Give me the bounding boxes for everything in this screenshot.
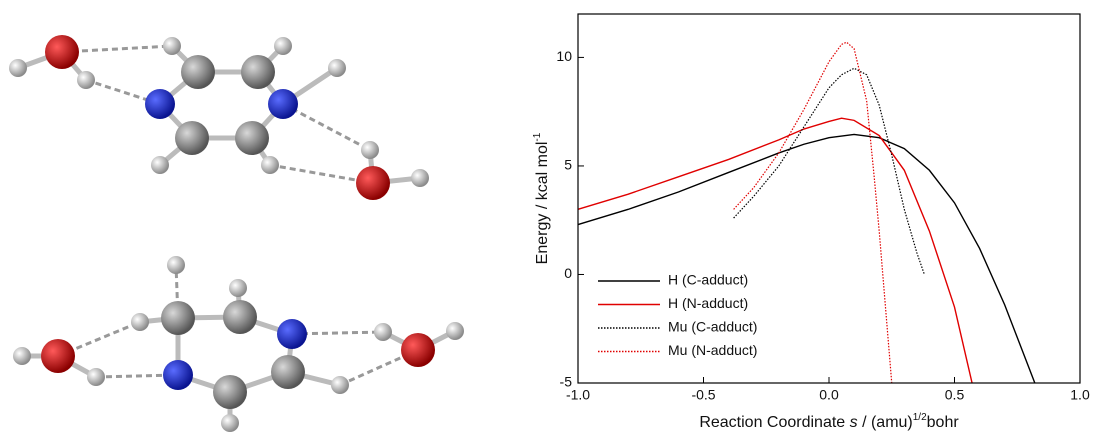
atom xyxy=(235,121,269,155)
atom xyxy=(271,355,305,389)
atom xyxy=(261,156,279,174)
atom xyxy=(221,414,239,432)
x-tick-label: 1.0 xyxy=(1070,387,1090,403)
atom xyxy=(145,89,175,119)
y-tick-label: 5 xyxy=(564,157,572,173)
atom xyxy=(175,121,209,155)
x-axis-label-part: 1/2 xyxy=(913,412,927,423)
atom xyxy=(446,322,464,340)
x-axis-label-part: / (amu) xyxy=(858,414,913,431)
x-tick-label: -0.5 xyxy=(691,387,715,403)
series-line xyxy=(578,134,1035,383)
y-tick-label: -5 xyxy=(560,374,573,390)
y-axis-label-part: Energy / kcal mol xyxy=(534,142,551,265)
x-axis-label-part: bohr xyxy=(927,414,960,431)
atom xyxy=(163,37,181,55)
figure: -1.0-0.50.00.51.0-50510H (C-adduct)H (N-… xyxy=(0,0,1094,435)
atom xyxy=(161,301,195,335)
legend-label: Mu (C-adduct) xyxy=(668,319,757,335)
atom xyxy=(374,323,392,341)
atom xyxy=(77,71,95,89)
atom xyxy=(223,300,257,334)
atom xyxy=(151,156,169,174)
y-axis-label-part: -1 xyxy=(532,132,543,141)
y-tick-label: 10 xyxy=(556,48,572,64)
atom xyxy=(9,59,27,77)
atom xyxy=(356,166,390,200)
y-tick-label: 0 xyxy=(564,265,572,281)
atom xyxy=(163,360,193,390)
atom xyxy=(13,347,31,365)
atom xyxy=(361,141,379,159)
atom xyxy=(167,256,185,274)
atom xyxy=(331,376,349,394)
series-line xyxy=(734,68,925,274)
atom xyxy=(131,313,149,331)
x-tick-label: 0.5 xyxy=(945,387,965,403)
atom xyxy=(241,55,275,89)
atom xyxy=(41,339,75,373)
atom xyxy=(87,368,105,386)
atom xyxy=(213,375,247,409)
atom xyxy=(401,333,435,367)
legend-label: H (N-adduct) xyxy=(668,295,748,311)
y-axis-label: Energy / kcal mol-1 xyxy=(532,132,551,264)
atom xyxy=(181,55,215,89)
atom xyxy=(274,37,292,55)
atom xyxy=(268,89,298,119)
atom xyxy=(45,35,79,69)
atom xyxy=(328,59,346,77)
molecule-drawings xyxy=(9,35,464,432)
atom xyxy=(229,279,247,297)
legend-label: Mu (N-adduct) xyxy=(668,342,757,358)
x-axis-label-part: Reaction Coordinate xyxy=(699,414,849,431)
atom xyxy=(411,169,429,187)
x-axis-label: Reaction Coordinate s / (amu)1/2bohr xyxy=(699,412,959,431)
x-tick-label: 0.0 xyxy=(819,387,839,403)
atom xyxy=(277,319,307,349)
x-axis-label-part: s xyxy=(850,414,858,431)
legend-label: H (C-adduct) xyxy=(668,272,748,288)
